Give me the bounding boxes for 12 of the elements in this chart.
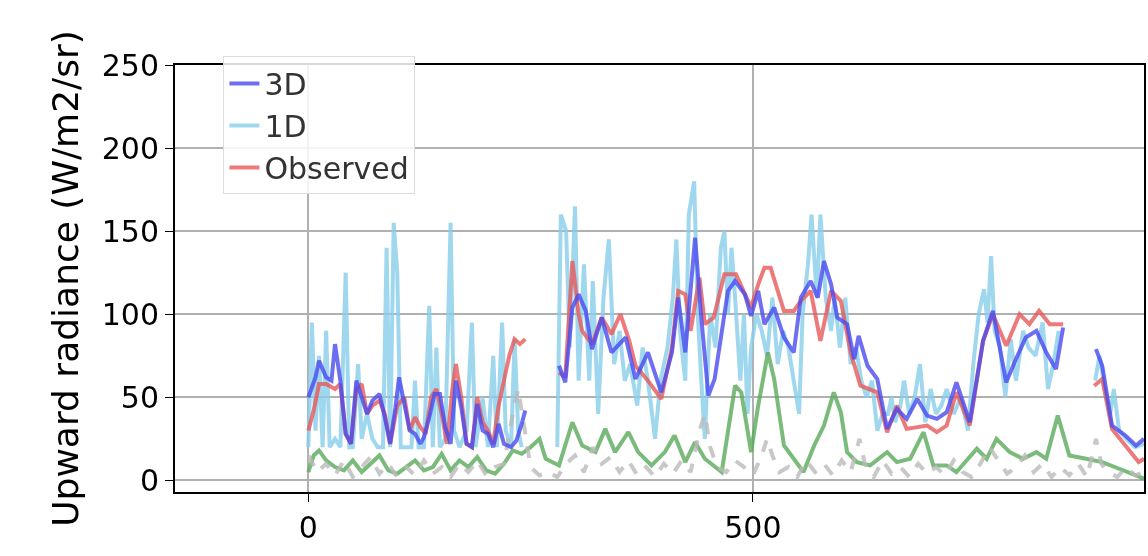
x-tick-label: 500 xyxy=(724,510,782,545)
legend-label: 1D xyxy=(264,109,307,145)
y-tick-label: 50 xyxy=(120,379,159,415)
legend-label: Observed xyxy=(264,151,409,187)
y-tick-label: 100 xyxy=(101,296,159,332)
y-tick-label: 200 xyxy=(101,130,159,166)
y-tick-label: 250 xyxy=(101,47,159,83)
legend-label: 3D xyxy=(264,67,307,103)
y-tick-label: 150 xyxy=(101,213,159,249)
line-series xyxy=(306,350,1144,481)
y-axis-title: Upward radiance (W/m2/sr) xyxy=(45,30,87,527)
y-tick-label: 0 xyxy=(139,462,159,498)
